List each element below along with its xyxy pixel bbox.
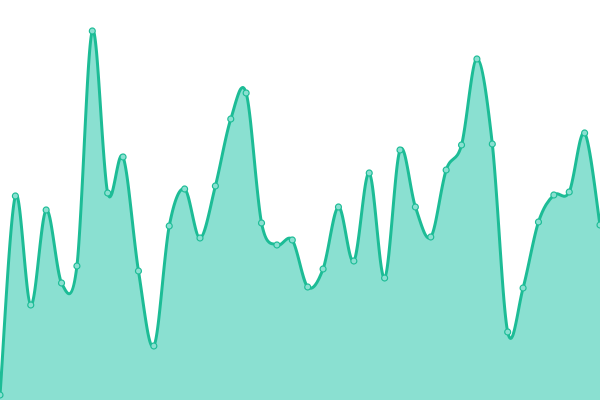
data-point-24 [365, 169, 373, 177]
data-point-8 [119, 153, 127, 161]
data-point-17 [257, 219, 266, 227]
data-point-0 [0, 391, 4, 399]
data-point-34 [519, 284, 527, 292]
data-point-25 [381, 274, 389, 282]
data-point-9 [134, 267, 143, 275]
series-line [0, 29, 600, 396]
data-point-19 [288, 236, 296, 244]
data-point-30 [457, 141, 466, 149]
data-point-16 [242, 89, 250, 97]
data-point-10 [150, 342, 158, 350]
data-point-11 [165, 222, 173, 230]
data-point-3 [42, 206, 50, 214]
data-point-37 [565, 188, 573, 196]
data-point-33 [504, 328, 512, 336]
data-point-4 [57, 279, 66, 287]
data-point-21 [319, 265, 327, 273]
data-point-29 [442, 166, 450, 174]
data-point-26 [396, 146, 404, 154]
data-point-5 [73, 262, 81, 270]
data-point-18 [273, 241, 281, 249]
data-point-2 [27, 301, 35, 309]
data-point-32 [488, 140, 496, 148]
data-point-22 [334, 203, 343, 211]
data-point-28 [427, 233, 435, 241]
data-point-1 [11, 192, 19, 200]
data-points [0, 27, 600, 399]
data-point-31 [473, 55, 481, 63]
data-point-38 [581, 129, 589, 137]
data-point-20 [304, 283, 312, 291]
data-point-15 [227, 115, 235, 123]
data-point-35 [534, 218, 543, 226]
data-point-6 [88, 27, 96, 35]
data-point-14 [211, 182, 219, 190]
data-point-13 [196, 234, 204, 242]
data-point-12 [181, 185, 189, 193]
data-point-36 [550, 191, 558, 199]
data-point-39 [596, 221, 600, 229]
data-point-7 [104, 189, 112, 197]
area-fill [0, 30, 600, 400]
data-point-23 [350, 257, 358, 265]
data-point-27 [411, 203, 419, 211]
